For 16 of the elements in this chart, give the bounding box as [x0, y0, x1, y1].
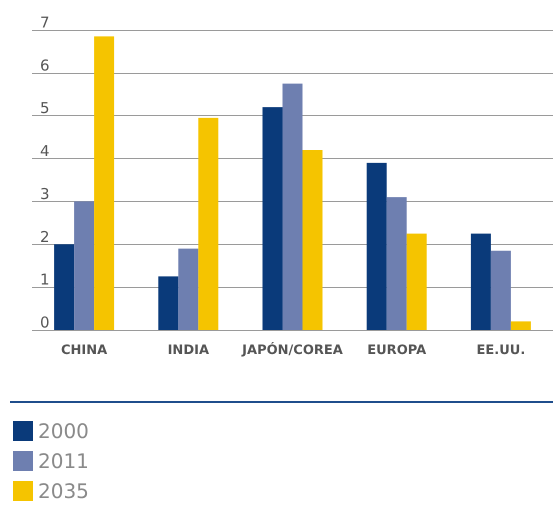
legend-label: 2000 [38, 419, 89, 443]
y-tick-label: 7 [40, 14, 50, 32]
y-tick-label: 4 [40, 142, 50, 160]
y-tick-label: 1 [40, 270, 50, 289]
legend-label: 2035 [38, 479, 89, 503]
x-tick-label: CHINA [61, 343, 108, 358]
y-tick-label: 5 [40, 99, 50, 118]
y-tick-label: 6 [40, 56, 50, 74]
x-tick-label: EUROPA [367, 343, 426, 358]
x-tick-label: EE.UU. [476, 343, 526, 358]
y-tick-label: 3 [40, 184, 50, 203]
y-tick-label: 0 [40, 314, 50, 332]
legend-label: 2011 [38, 449, 89, 473]
y-tick-label: 2 [40, 228, 50, 246]
x-tick-label: INDIA [168, 343, 210, 358]
x-tick-label: JAPÓN/COREA [241, 341, 343, 358]
